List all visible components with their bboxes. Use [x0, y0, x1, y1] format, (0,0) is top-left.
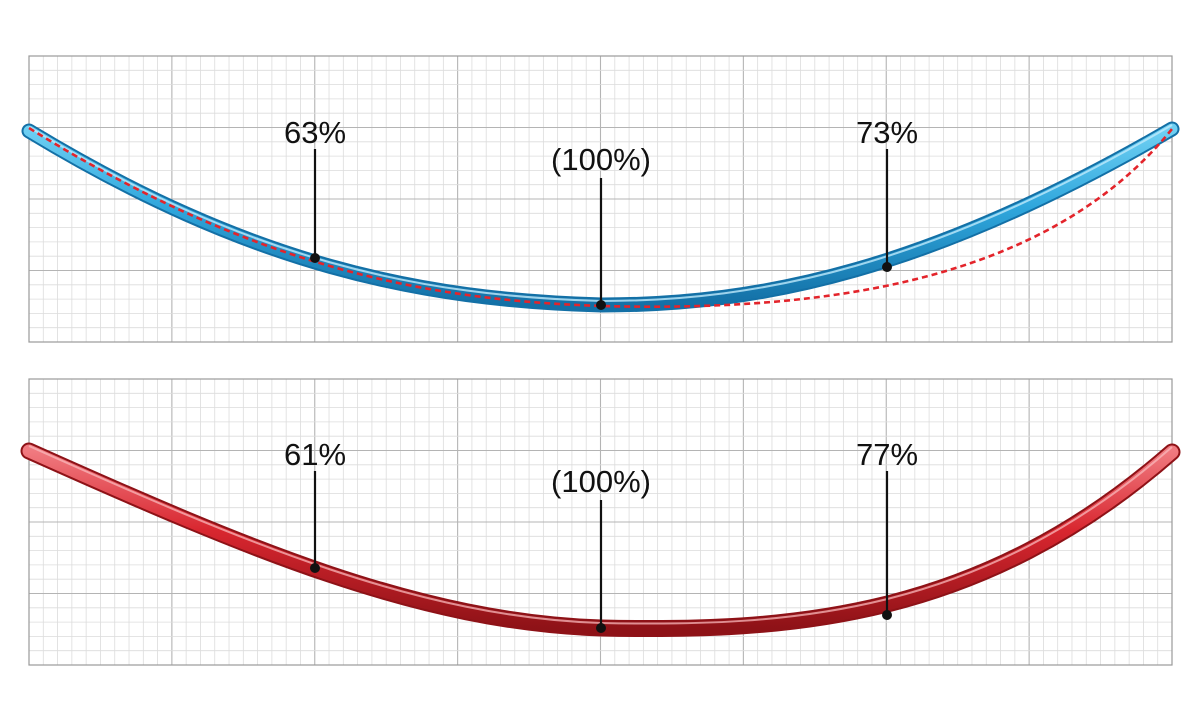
bottom-marker-left-dot	[310, 563, 320, 573]
top-marker-right: 73%	[856, 115, 918, 272]
bottom-label-right: 77%	[856, 437, 918, 472]
top-marker-right-dot	[882, 262, 892, 272]
bottom-marker-right: 77%	[856, 437, 918, 620]
top-marker-center-dot	[596, 300, 606, 310]
top-dashed-red-curve	[28, 126, 1174, 308]
bottom-marker-right-dot	[882, 610, 892, 620]
bottom-label-left: 61%	[284, 437, 346, 472]
bottom-panel: 61% (100%) 77%	[20, 378, 1181, 666]
top-label-left: 63%	[284, 115, 346, 150]
bottom-marker-left: 61%	[284, 437, 346, 573]
top-panel: 63% (100%) 73%	[21, 55, 1180, 343]
top-panel-frame	[28, 55, 1173, 343]
bottom-label-center: (100%)	[551, 464, 651, 499]
bottom-marker-center: (100%)	[551, 464, 651, 633]
bottom-grid	[29, 379, 1172, 665]
top-label-center: (100%)	[551, 142, 651, 177]
top-marker-left-dot	[310, 253, 320, 263]
bottom-panel-frame	[28, 378, 1173, 666]
bottom-marker-center-dot	[596, 623, 606, 633]
top-marker-center: (100%)	[551, 142, 651, 310]
top-label-right: 73%	[856, 115, 918, 150]
top-marker-left: 63%	[284, 115, 346, 263]
